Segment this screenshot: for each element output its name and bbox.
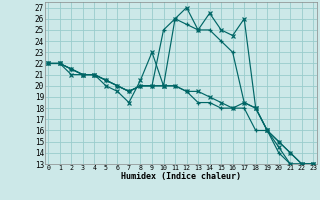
X-axis label: Humidex (Indice chaleur): Humidex (Indice chaleur) (121, 172, 241, 181)
